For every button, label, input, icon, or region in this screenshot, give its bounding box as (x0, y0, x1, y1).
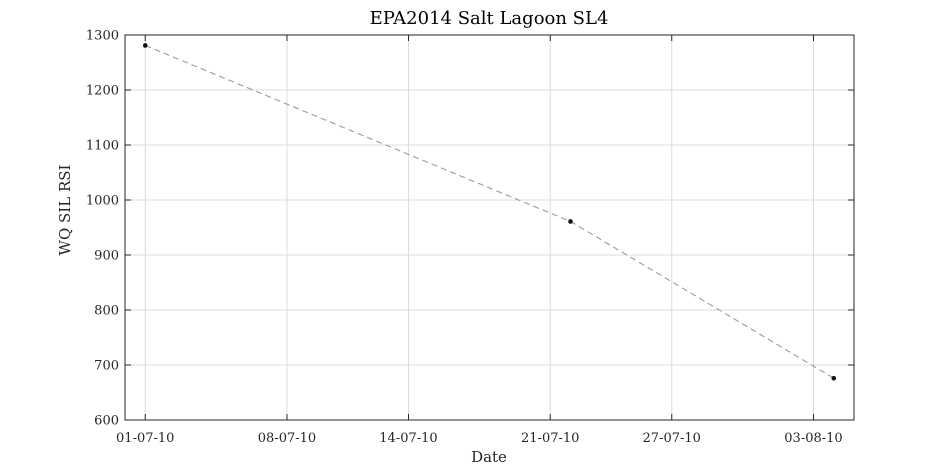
x-tick-label: 01-07-10 (116, 431, 174, 446)
y-tick-label: 600 (94, 414, 119, 429)
series-layer (142, 43, 837, 381)
chart-title: EPA2014 Salt Lagoon SL4 (370, 8, 609, 29)
y-tick-label: 1300 (86, 29, 119, 44)
y-axis: 600 700 800 900 1000 1100 1200 1300 (86, 29, 854, 429)
x-axis-label: Date (471, 448, 507, 466)
series-line (145, 44, 835, 379)
y-tick-label: 900 (94, 249, 119, 264)
grid (125, 34, 854, 421)
x-tick-label: 27-07-10 (643, 431, 701, 446)
plot-frame (124, 34, 855, 421)
x-axis: 01-07-10 08-07-10 14-07-10 21-07-10 27-07-10… (116, 35, 843, 446)
x-tick-label: 03-08-10 (784, 431, 842, 446)
y-tick-label: 1200 (86, 84, 119, 99)
y-axis-label: WQ SIL RSI (56, 164, 74, 255)
data-point (568, 219, 573, 224)
y-tick-label: 800 (94, 304, 119, 319)
x-tick-label: 21-07-10 (521, 431, 579, 446)
x-tick-label: 08-07-10 (258, 431, 316, 446)
y-tick-label: 700 (94, 359, 119, 374)
x-tick-label: 14-07-10 (379, 431, 437, 446)
data-point (142, 43, 148, 48)
data-point (831, 375, 837, 381)
y-tick-label: 1100 (86, 139, 119, 154)
y-tick-label: 1000 (86, 194, 119, 209)
